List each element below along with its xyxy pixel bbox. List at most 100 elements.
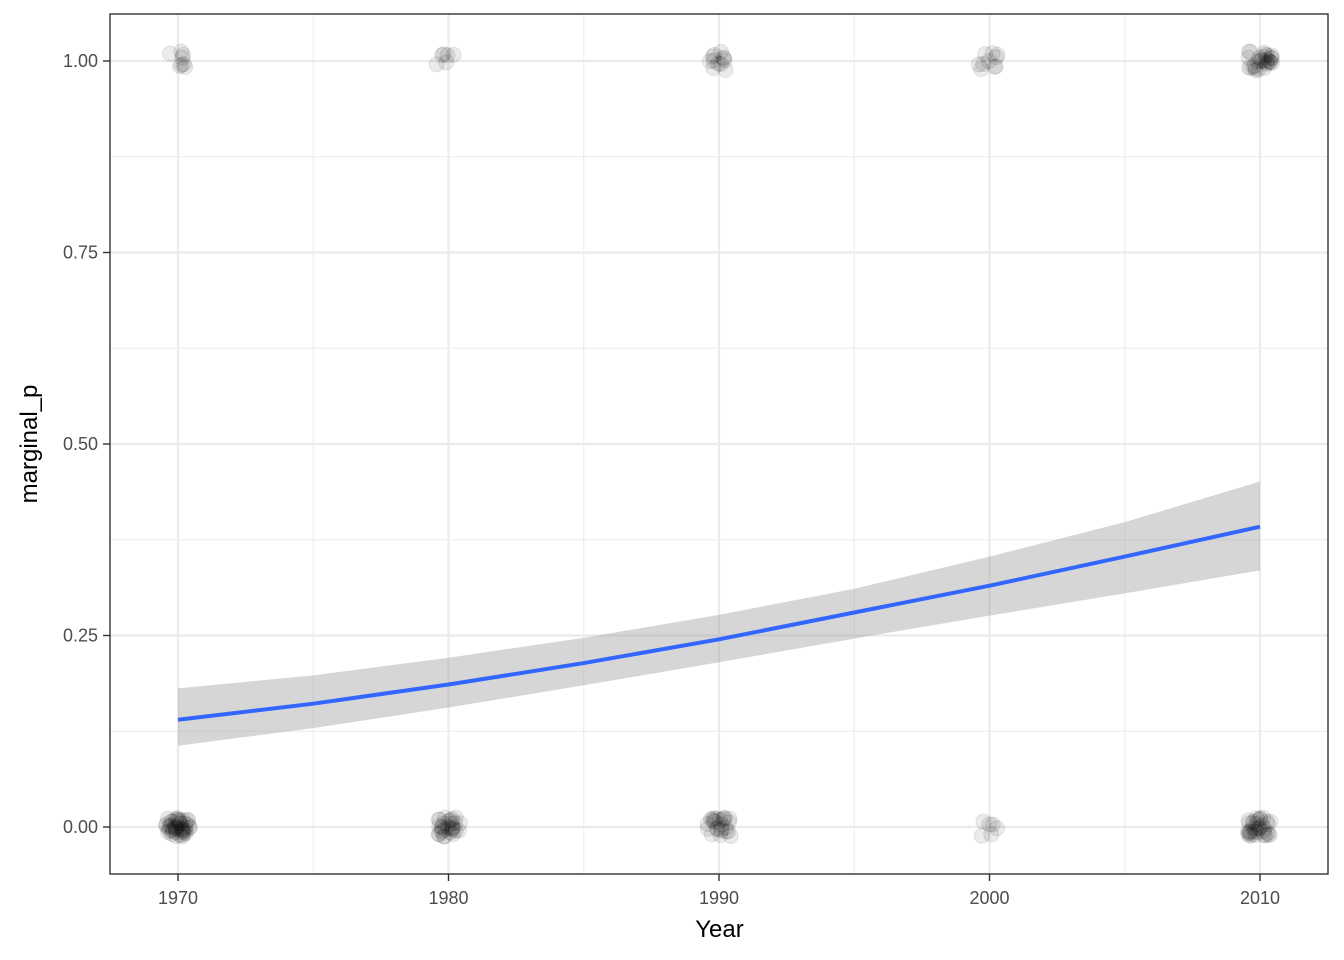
data-point [989,46,1006,63]
data-point [987,58,1004,75]
data-point [1252,810,1269,827]
data-point [713,820,730,837]
major-gridlines [110,14,1328,874]
data-point [172,815,189,832]
y-tick-label: 0.50 [63,434,98,454]
data-point [164,821,181,838]
data-point [713,816,730,833]
data-point [1242,59,1259,76]
data-point [443,821,460,838]
data-point [718,823,735,840]
data-point [181,819,198,836]
data-point [708,810,725,827]
data-point [439,47,456,64]
data-point [167,824,184,841]
data-point [980,53,997,70]
data-point [162,813,179,830]
data-point [434,822,451,839]
data-point [715,811,732,828]
data-point [168,818,185,835]
data-point [1258,54,1275,71]
data-point [1251,819,1268,836]
data-point [182,819,199,836]
data-point [164,823,181,840]
data-point [433,823,450,840]
data-point [431,818,448,835]
data-point [709,820,726,837]
data-point [173,822,190,839]
data-point [174,49,191,66]
data-point [1241,59,1258,76]
data-point [158,816,175,833]
data-point [720,814,737,831]
data-point [711,811,728,828]
data-point [705,59,722,76]
data-point [706,810,723,827]
data-point [1249,824,1266,841]
data-point [1248,816,1265,833]
data-point [431,826,448,843]
data-point [712,55,729,72]
data-point [444,810,461,827]
data-point [171,815,188,832]
data-point [975,55,992,72]
data-point [1255,809,1272,826]
data-point [175,46,192,63]
data-point [703,826,720,843]
data-point [179,812,196,829]
data-point [1241,827,1258,844]
data-point [447,809,464,826]
data-point [1262,54,1279,71]
y-tick-label: 0.25 [63,626,98,646]
data-point [174,826,191,843]
data-point [970,56,987,73]
fit-line [177,524,1261,722]
data-point [159,823,176,840]
data-point [442,812,459,829]
y-tick-label: 0.75 [63,243,98,263]
data-point [710,55,727,72]
data-point [704,48,721,65]
data-point [435,46,452,63]
x-tick-label: 2000 [969,888,1009,908]
data-point [444,826,461,843]
data-point [439,819,456,836]
data-point [716,52,733,69]
data-point [1256,60,1273,77]
data-point [1246,823,1263,840]
data-point [708,821,725,838]
x-tick-label: 1970 [158,888,198,908]
data-point [177,822,194,839]
data-point [168,810,185,827]
data-point [447,822,464,839]
data-point [168,811,185,828]
data-point [722,827,739,844]
data-point [1249,812,1266,829]
data-point [1252,52,1269,69]
data-point [162,818,179,835]
data-point [1260,53,1277,70]
data-point [162,45,179,62]
data-point [1257,827,1274,844]
y-tick-label: 1.00 [63,51,98,71]
data-point [170,812,187,829]
data-point [447,814,464,831]
data-point [973,827,990,844]
data-point [1260,826,1277,843]
y-axis-title: marginal_p [16,385,43,504]
data-point [1263,50,1280,67]
data-point [984,45,1001,62]
data-point [1259,813,1276,830]
data-point [1256,820,1273,837]
data-point [1255,827,1272,844]
data-point [977,46,994,63]
data-point [973,60,990,77]
x-axis: 1970 1980 1990 2000 2010 [158,874,1280,908]
data-point [431,811,448,828]
data-point [717,819,734,836]
data-point [712,826,729,843]
data-point [158,817,175,834]
data-point [1249,53,1266,70]
